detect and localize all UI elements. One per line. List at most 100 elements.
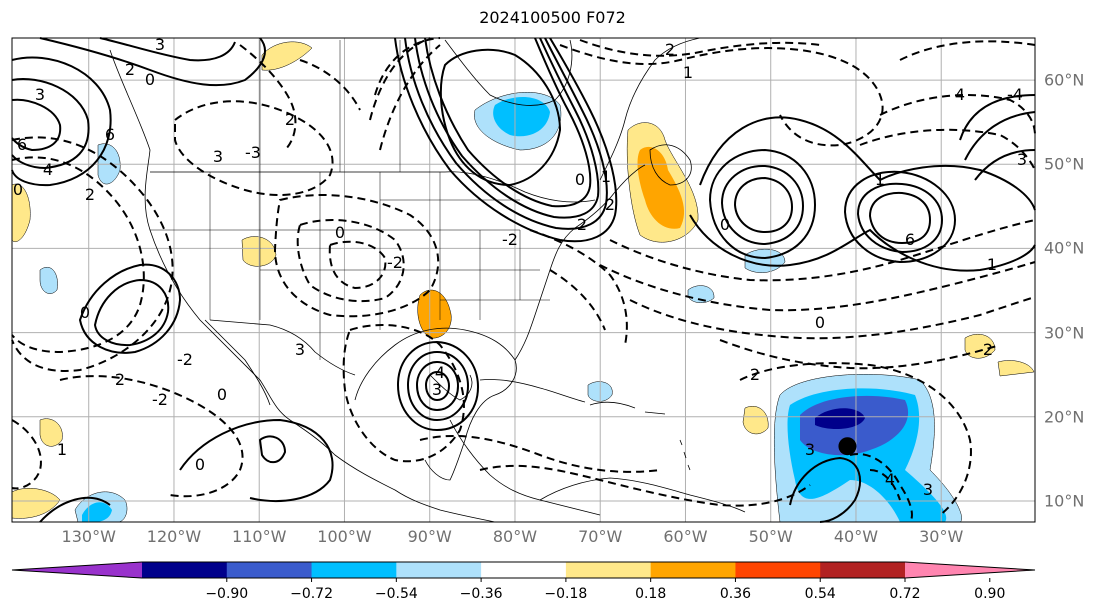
contour-label: 1 <box>875 170 885 189</box>
contour-label: 2 <box>750 365 760 384</box>
contour-label: 0 <box>217 385 227 404</box>
contour-label: 3 <box>295 340 305 359</box>
contour-label: 1 <box>57 440 67 459</box>
shading-yellow-north <box>261 41 313 71</box>
colorbar-tick-label: −0.72 <box>290 586 333 602</box>
colorbar-bin <box>396 562 482 578</box>
longitude-tick-label: 120°W <box>146 527 202 546</box>
map-frame <box>11 37 1036 523</box>
contour-label: 3 <box>35 85 45 104</box>
longitude-tick-label: 90°W <box>407 527 452 546</box>
contour-label: 4 <box>955 85 965 104</box>
contours-negative <box>11 37 1036 523</box>
coast-hispaniola <box>589 401 636 409</box>
contour-label: 2 <box>983 340 993 359</box>
contour-label: 3 <box>213 147 223 166</box>
longitude-tick-label: 100°W <box>317 527 372 546</box>
contour-label: 2 <box>665 40 675 59</box>
colorbar-bin <box>650 562 736 578</box>
coast-pr <box>644 411 666 415</box>
contour-label: 0 <box>13 180 23 199</box>
colorbar-tick-label: 0.90 <box>974 586 1006 602</box>
latitude-tick-label: 60°N <box>1044 70 1085 90</box>
contour-label: 3 <box>432 380 442 399</box>
latitude-tick-label: 50°N <box>1044 154 1085 174</box>
coast-antilles <box>679 439 691 471</box>
shading-yellow-pac <box>39 418 63 447</box>
shading-yellow-sw <box>11 488 61 519</box>
shading-blue-pac1 <box>39 266 58 294</box>
contour-label: 6 <box>905 230 915 249</box>
contour-label: 2 <box>125 60 135 79</box>
coast-cuba <box>479 379 586 403</box>
longitude-tick-label: 130°W <box>61 527 116 546</box>
contour-label: 0 <box>815 313 825 332</box>
contour-label: -2 <box>177 350 193 369</box>
storm-center-marker <box>838 437 857 456</box>
state-lines-1 <box>150 172 520 360</box>
contour-label: -4 <box>1007 85 1023 104</box>
contour-label: 0 <box>575 170 585 189</box>
contour-label: 2 <box>85 185 95 204</box>
contour-label: -2 <box>387 253 403 272</box>
contour-label: -3 <box>245 143 261 162</box>
coast-yucatan <box>429 374 473 401</box>
contour-label: -2 <box>502 230 518 249</box>
colorbar <box>11 561 1036 582</box>
contour-label: 2 <box>577 215 587 234</box>
colorbar-bin <box>481 562 567 578</box>
coastlines <box>109 37 746 523</box>
coast-gulf <box>354 327 517 481</box>
contour-label: 1 <box>683 63 693 82</box>
colorbar-bin <box>142 562 228 578</box>
shading-cyan-pac2 <box>82 502 112 522</box>
colorbar-bin <box>565 562 652 578</box>
contour-label: 0 <box>335 223 345 242</box>
contour-label: 2 <box>115 370 125 389</box>
colorbar-bin <box>735 562 821 578</box>
coast-east-us <box>514 164 646 361</box>
contour-label: -2 <box>152 390 168 409</box>
contour-label: 0 <box>80 303 90 322</box>
contour-label: 1 <box>987 255 997 274</box>
colorbar-bin <box>311 562 397 578</box>
shading-orange-ns <box>637 146 685 229</box>
shading-blue-atl2 <box>687 285 715 303</box>
shading-blue-atl1 <box>744 248 786 273</box>
shading-yellow-mid <box>742 406 769 435</box>
contours-positive <box>11 37 1036 523</box>
longitude-tick-label: 50°W <box>748 527 793 546</box>
latitude-tick-label: 40°N <box>1044 238 1085 258</box>
latitude-tick-label: 30°N <box>1044 323 1085 343</box>
colorbar-tick-label: −0.90 <box>205 586 249 602</box>
colorbar-bin <box>820 562 906 578</box>
contour-label: 2 <box>285 110 295 129</box>
contour-label: 2 <box>605 195 615 214</box>
colorbar-tick-label: 0.36 <box>719 586 752 602</box>
colorbar-tick-label: 0.18 <box>635 586 667 602</box>
contour-label: 3 <box>1017 150 1027 169</box>
contour-label: 4 <box>885 470 895 489</box>
contour-label: 3 <box>923 480 933 499</box>
coast-central-am <box>449 419 601 516</box>
coast-baja <box>204 319 271 406</box>
latitude-tick-label: 10°N <box>1044 491 1085 511</box>
border-us-mexico <box>209 319 356 376</box>
contour-label: 4 <box>43 160 53 179</box>
colorbar-extend-low <box>12 562 142 578</box>
longitude-tick-label: 110°W <box>232 527 287 546</box>
shading-yellow-gulf <box>417 289 452 339</box>
longitude-tick-label: 30°W <box>919 527 964 546</box>
coast-south-am <box>539 477 746 513</box>
contour-label: 6 <box>105 125 115 144</box>
contour-label: 4 <box>435 363 445 382</box>
colorbar-tick-label: 0.54 <box>804 586 836 602</box>
colorbar-tick-label: −0.18 <box>544 586 588 602</box>
longitude-tick-label: 70°W <box>578 527 623 546</box>
border-us-canada <box>150 171 596 203</box>
contour-label: 1 <box>601 167 611 186</box>
colorbar-tick-label: −0.36 <box>459 586 503 602</box>
state-lines-2 <box>440 229 550 320</box>
longitude-tick-label: 40°W <box>833 527 879 546</box>
